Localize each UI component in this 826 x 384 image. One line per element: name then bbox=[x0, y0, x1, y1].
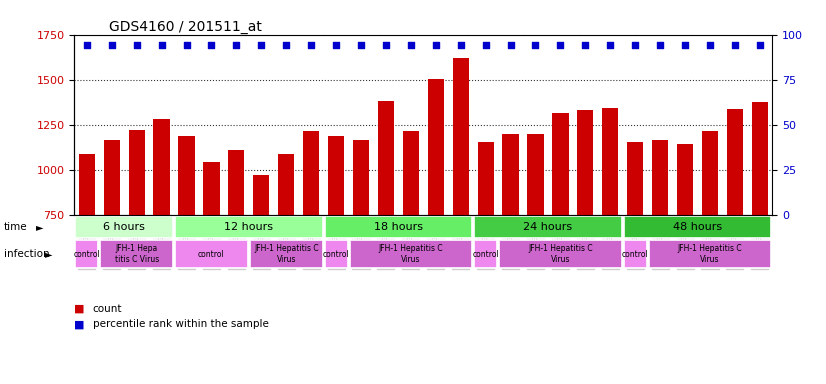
Text: control: control bbox=[198, 250, 225, 258]
Text: JFH-1 Hepatitis C
Virus: JFH-1 Hepatitis C Virus bbox=[528, 244, 593, 264]
Text: ■: ■ bbox=[74, 319, 85, 329]
Bar bbox=[303, 131, 320, 215]
Text: percentile rank within the sample: percentile rank within the sample bbox=[93, 319, 268, 329]
Point bbox=[678, 42, 691, 48]
Point bbox=[430, 42, 443, 48]
Point bbox=[80, 42, 93, 48]
Text: GDS4160 / 201511_at: GDS4160 / 201511_at bbox=[109, 20, 262, 33]
Text: 18 hours: 18 hours bbox=[374, 222, 423, 232]
Bar bbox=[553, 113, 568, 215]
Bar bbox=[278, 154, 294, 215]
Bar bbox=[624, 216, 771, 238]
Point bbox=[454, 42, 468, 48]
Text: JFH-1 Hepa
titis C Virus: JFH-1 Hepa titis C Virus bbox=[115, 244, 159, 264]
Bar bbox=[254, 175, 269, 215]
Bar bbox=[577, 110, 593, 215]
Point bbox=[305, 42, 318, 48]
Bar bbox=[627, 142, 643, 215]
Text: 12 hours: 12 hours bbox=[225, 222, 273, 232]
Bar bbox=[428, 79, 444, 215]
Point bbox=[254, 42, 268, 48]
Bar bbox=[752, 102, 768, 215]
Point bbox=[105, 42, 118, 48]
Text: ►: ► bbox=[36, 222, 43, 232]
Text: infection: infection bbox=[4, 249, 50, 259]
Text: JFH-1 Hepatitis C
Virus: JFH-1 Hepatitis C Virus bbox=[254, 244, 319, 264]
Text: ■: ■ bbox=[74, 304, 85, 314]
Point bbox=[280, 42, 293, 48]
Point bbox=[230, 42, 243, 48]
Bar bbox=[602, 108, 619, 215]
Point bbox=[479, 42, 492, 48]
Text: JFH-1 Hepatitis C
Virus: JFH-1 Hepatitis C Virus bbox=[677, 244, 743, 264]
Bar bbox=[652, 140, 668, 215]
Point bbox=[379, 42, 392, 48]
Bar bbox=[175, 240, 248, 268]
Point bbox=[354, 42, 368, 48]
Bar bbox=[648, 240, 771, 268]
Point bbox=[653, 42, 667, 48]
Point bbox=[704, 42, 717, 48]
Bar bbox=[100, 240, 173, 268]
Bar bbox=[677, 144, 693, 215]
Bar bbox=[175, 216, 323, 238]
Text: count: count bbox=[93, 304, 122, 314]
Bar bbox=[403, 131, 419, 215]
Point bbox=[155, 42, 169, 48]
Point bbox=[529, 42, 542, 48]
Text: control: control bbox=[472, 250, 499, 258]
Text: ►: ► bbox=[45, 249, 53, 259]
Bar bbox=[624, 240, 647, 268]
Point bbox=[579, 42, 592, 48]
Text: 48 hours: 48 hours bbox=[673, 222, 722, 232]
Point bbox=[180, 42, 193, 48]
Bar bbox=[154, 119, 169, 215]
Text: control: control bbox=[622, 250, 648, 258]
Bar bbox=[325, 240, 348, 268]
Point bbox=[130, 42, 143, 48]
Bar bbox=[727, 109, 743, 215]
Bar bbox=[474, 240, 497, 268]
Text: 6 hours: 6 hours bbox=[103, 222, 145, 232]
Point bbox=[404, 42, 417, 48]
Point bbox=[504, 42, 517, 48]
Text: 24 hours: 24 hours bbox=[524, 222, 572, 232]
Bar bbox=[499, 240, 622, 268]
Bar bbox=[178, 136, 195, 215]
Bar bbox=[75, 216, 173, 238]
Point bbox=[604, 42, 617, 48]
Bar bbox=[702, 131, 718, 215]
Bar bbox=[502, 134, 519, 215]
Text: control: control bbox=[74, 250, 100, 258]
Bar bbox=[377, 101, 394, 215]
Point bbox=[205, 42, 218, 48]
Bar bbox=[353, 140, 369, 215]
Bar bbox=[103, 140, 120, 215]
Point bbox=[629, 42, 642, 48]
Bar bbox=[477, 142, 494, 215]
Text: time: time bbox=[4, 222, 28, 232]
Bar bbox=[325, 216, 472, 238]
Text: control: control bbox=[323, 250, 349, 258]
Point bbox=[753, 42, 767, 48]
Bar bbox=[249, 240, 323, 268]
Bar bbox=[453, 58, 469, 215]
Bar bbox=[228, 150, 244, 215]
Point bbox=[729, 42, 742, 48]
Bar bbox=[474, 216, 622, 238]
Text: JFH-1 Hepatitis C
Virus: JFH-1 Hepatitis C Virus bbox=[378, 244, 444, 264]
Bar bbox=[328, 136, 344, 215]
Bar bbox=[78, 154, 95, 215]
Bar bbox=[349, 240, 472, 268]
Bar bbox=[129, 130, 145, 215]
Bar bbox=[527, 134, 544, 215]
Point bbox=[330, 42, 343, 48]
Bar bbox=[203, 162, 220, 215]
Point bbox=[553, 42, 567, 48]
Bar bbox=[75, 240, 98, 268]
